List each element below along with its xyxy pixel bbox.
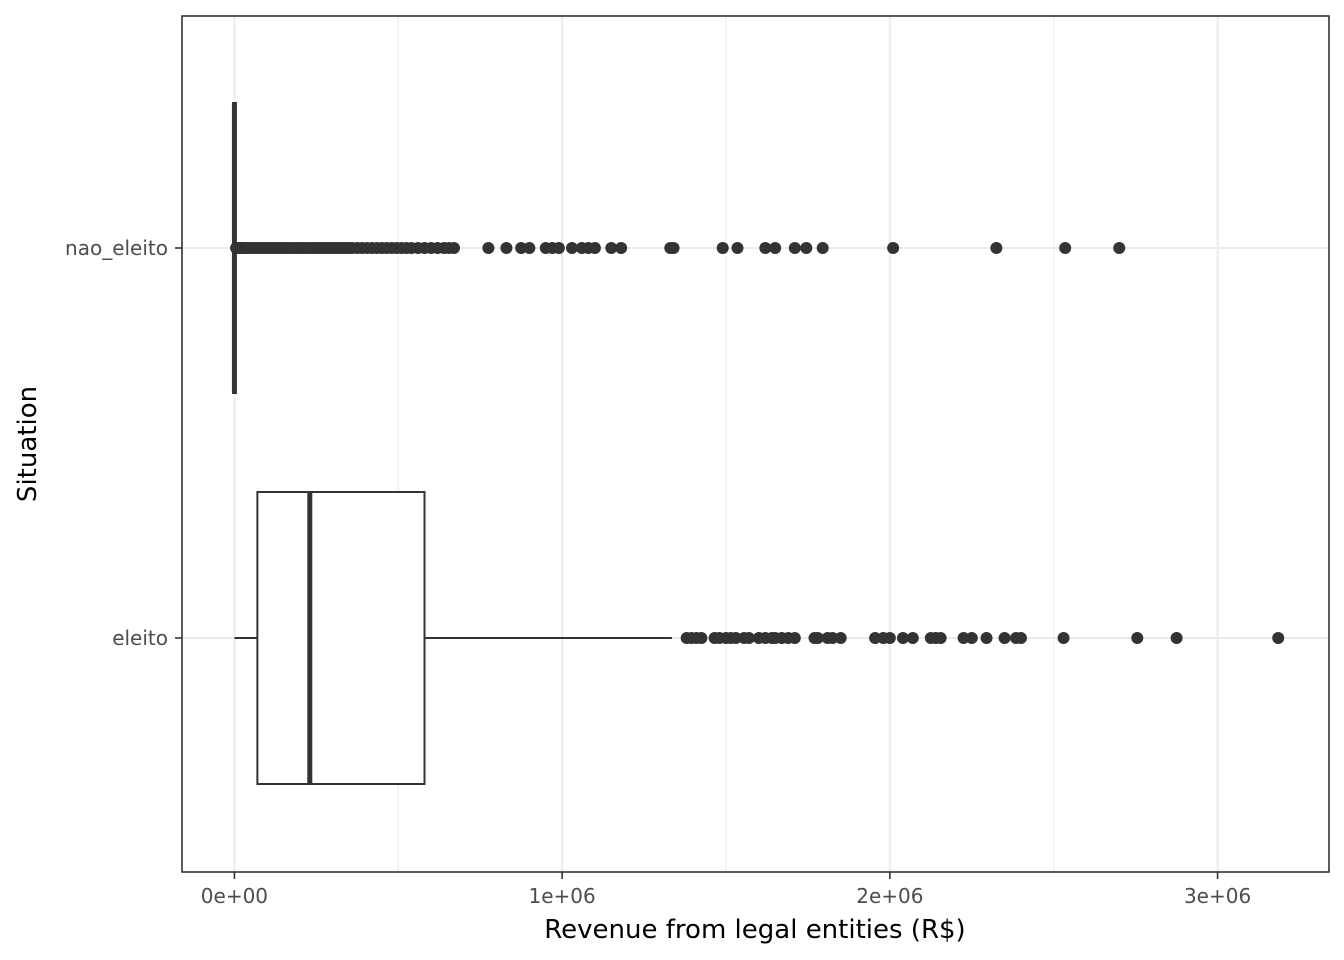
outlier-point	[834, 632, 847, 644]
outlier-point	[1014, 632, 1027, 644]
outlier-point	[605, 242, 618, 254]
box-nao_eleito	[230, 102, 1126, 394]
outlier-point	[1059, 242, 1072, 254]
outlier-point	[448, 242, 461, 254]
outlier-point	[731, 242, 744, 254]
outlier-point	[1113, 242, 1126, 254]
outlier-point	[1272, 632, 1285, 644]
outlier-point	[588, 242, 601, 254]
outlier-point	[887, 242, 900, 254]
outlier-point	[716, 242, 729, 254]
outlier-point	[695, 632, 708, 644]
outlier-point	[552, 242, 565, 254]
outlier-point	[615, 242, 628, 254]
outlier-point	[1170, 632, 1183, 644]
outlier-point	[811, 632, 824, 644]
outlier-point	[482, 242, 495, 254]
outlier-point	[788, 242, 801, 254]
outlier-point	[759, 242, 772, 254]
outlier-point	[816, 242, 829, 254]
outlier-point	[800, 242, 813, 254]
outlier-point	[500, 242, 513, 254]
y-axis-title: Situation	[13, 386, 43, 502]
x-tick-label: 1e+06	[529, 884, 596, 908]
outlier-point	[998, 632, 1011, 644]
outlier-point	[1131, 632, 1144, 644]
outlier-point	[1057, 632, 1070, 644]
box-iqr	[256, 491, 426, 785]
y-tick-label: nao_eleito	[65, 236, 168, 260]
x-tick-label: 0e+00	[201, 884, 268, 908]
box-eleito	[234, 491, 1285, 785]
x-axis-title: Revenue from legal entities (R$)	[544, 915, 965, 945]
plot-panel-border	[181, 15, 1330, 873]
outlier-point	[934, 632, 947, 644]
outlier-point	[769, 242, 782, 254]
x-axis: 0e+00 1e+06 2e+06 3e+06	[201, 872, 1251, 908]
y-tick-label: eleito	[112, 626, 168, 650]
box-layer	[230, 102, 1285, 785]
outlier-point	[990, 242, 1003, 254]
outlier-point	[565, 242, 578, 254]
outlier-point	[742, 632, 755, 644]
outlier-point	[788, 632, 801, 644]
outlier-point	[965, 632, 978, 644]
outlier-point	[896, 632, 909, 644]
outlier-point	[883, 632, 896, 644]
outlier-point	[523, 242, 536, 254]
x-tick-label: 2e+06	[856, 884, 923, 908]
outlier-point	[667, 242, 680, 254]
x-tick-label: 3e+06	[1184, 884, 1251, 908]
outlier-point	[980, 632, 993, 644]
outlier-point	[906, 632, 919, 644]
